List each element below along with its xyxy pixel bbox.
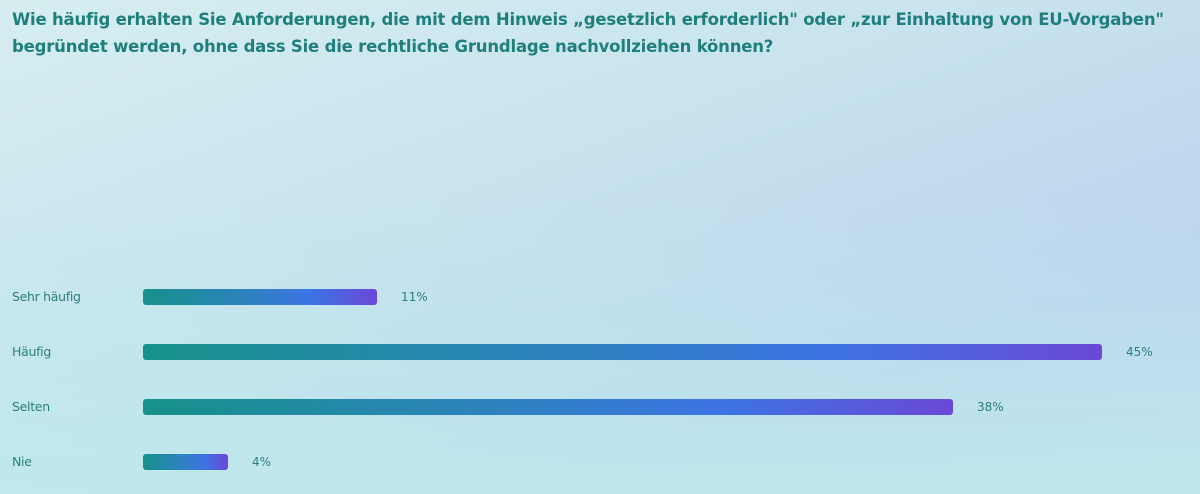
category-label: Nie <box>12 454 32 469</box>
bar-row: Häufig 45% <box>0 342 1200 362</box>
value-label: 38% <box>977 400 1004 414</box>
bar <box>143 399 953 415</box>
bar-row: Sehr häufig 11% <box>0 287 1200 307</box>
bar-row: Nie 4% <box>0 452 1200 472</box>
category-label: Häufig <box>12 344 51 359</box>
bar <box>143 344 1102 360</box>
value-label: 45% <box>1126 345 1153 359</box>
category-label: Selten <box>12 399 50 414</box>
bar-row: Selten 38% <box>0 397 1200 417</box>
category-label: Sehr häufig <box>12 289 81 304</box>
chart-title: Wie häufig erhalten Sie Anforderungen, d… <box>12 10 1164 56</box>
bar <box>143 289 377 305</box>
bar <box>143 454 228 470</box>
value-label: 11% <box>401 290 428 304</box>
value-label: 4% <box>252 455 272 469</box>
